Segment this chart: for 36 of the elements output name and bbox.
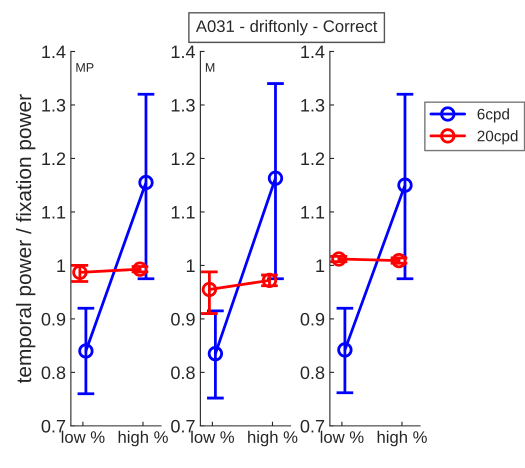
y-axis-title: temporal power / fixation power [16, 94, 36, 384]
x-tick-label: low % [191, 430, 234, 443]
x-tick-label: low % [62, 430, 105, 443]
y-tick-label: 0.7 [42, 420, 66, 433]
legend-label: 6cpd [478, 108, 509, 123]
x-tick-label: high % [118, 430, 168, 446]
legend-label: 20cpd [478, 130, 518, 144]
annotation: MP [76, 63, 94, 72]
y-tick-label: 1.1 [301, 206, 324, 218]
y-tick-label: 1.4 [172, 46, 195, 58]
y-tick-label: 0.9 [42, 312, 66, 326]
y-tick-label: 1.2 [42, 152, 66, 165]
y-tick-label: 1.3 [301, 98, 324, 112]
y-tick-label: 0.8 [171, 366, 195, 380]
y-tick-label: 1 [186, 260, 195, 272]
annotation: M [206, 63, 214, 72]
x-tick-label: high % [378, 430, 427, 446]
y-tick-label: 1.1 [42, 206, 66, 218]
y-tick-label: 1.3 [42, 98, 66, 112]
y-tick-label: 1.2 [172, 152, 195, 165]
y-tick-label: 1.2 [301, 152, 324, 165]
y-tick-label: 1.4 [42, 46, 66, 58]
y-tick-label: 1.4 [301, 46, 324, 58]
y-tick-label: 1 [57, 260, 66, 272]
x-tick-label: low % [320, 430, 364, 443]
y-tick-label: 0.7 [171, 420, 195, 433]
y-tick-label: 1 [316, 260, 324, 272]
chart-title: A031 - driftonly - Correct [196, 20, 378, 36]
y-tick-label: 0.9 [300, 312, 324, 326]
y-tick-label: 0.8 [300, 366, 324, 380]
y-tick-label: 1.3 [172, 98, 195, 112]
y-tick-label: 0.7 [300, 420, 324, 433]
x-tick-label: high % [248, 430, 298, 446]
y-tick-label: 1.1 [172, 206, 195, 218]
y-tick-label: 0.8 [42, 366, 66, 380]
y-tick-label: 0.9 [171, 312, 195, 326]
